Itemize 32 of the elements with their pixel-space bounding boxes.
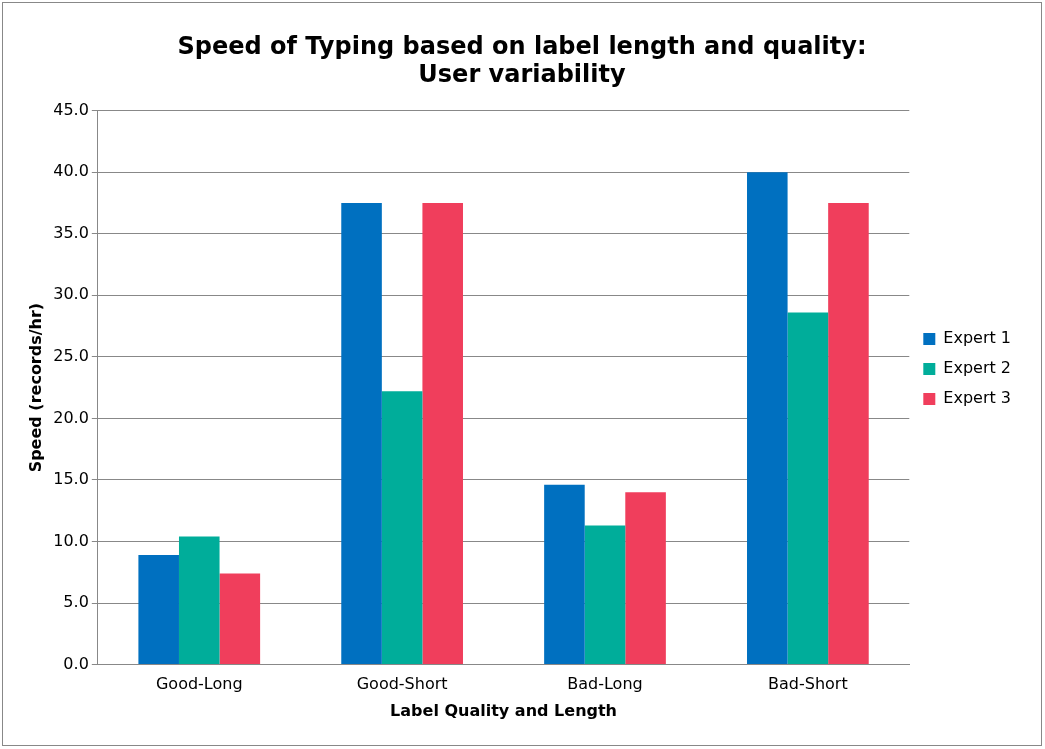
x-axis-title: Label Quality and Length xyxy=(390,700,618,720)
bar xyxy=(138,555,179,665)
bar xyxy=(828,202,869,665)
bar xyxy=(625,492,666,665)
y-tick-label: 35.0 xyxy=(53,222,89,242)
bar xyxy=(422,202,463,665)
bar xyxy=(219,573,261,665)
bar xyxy=(381,391,423,665)
x-tick-label: Good-Long xyxy=(155,674,243,694)
bar xyxy=(178,536,220,665)
y-tick-label: 45.0 xyxy=(53,99,89,119)
legend-label: Expert 2 xyxy=(943,358,1012,378)
bar xyxy=(584,525,626,665)
y-tick-label: 25.0 xyxy=(53,345,89,365)
x-tick-label: Good-Short xyxy=(356,674,448,694)
y-tick-label: 5.0 xyxy=(63,592,89,612)
legend-label: Expert 3 xyxy=(943,388,1012,408)
y-tick-label: 0.0 xyxy=(63,653,89,673)
y-tick-label: 30.0 xyxy=(53,284,89,304)
bar xyxy=(747,172,788,665)
chart-title: Speed of Typing based on label length and quality: User variability xyxy=(177,31,867,89)
bar xyxy=(544,484,585,665)
bar xyxy=(341,202,382,665)
y-axis-title: Speed (records/hr) xyxy=(25,302,45,473)
legend-label: Expert 1 xyxy=(943,328,1012,348)
y-tick-label: 10.0 xyxy=(53,530,89,550)
x-tick-label: Bad-Short xyxy=(768,674,848,694)
y-tick-label: 20.0 xyxy=(53,407,89,427)
y-tick-label: 40.0 xyxy=(53,161,89,181)
bar xyxy=(787,312,829,665)
x-tick-label: Bad-Long xyxy=(567,674,643,694)
y-tick-label: 15.0 xyxy=(53,469,89,489)
